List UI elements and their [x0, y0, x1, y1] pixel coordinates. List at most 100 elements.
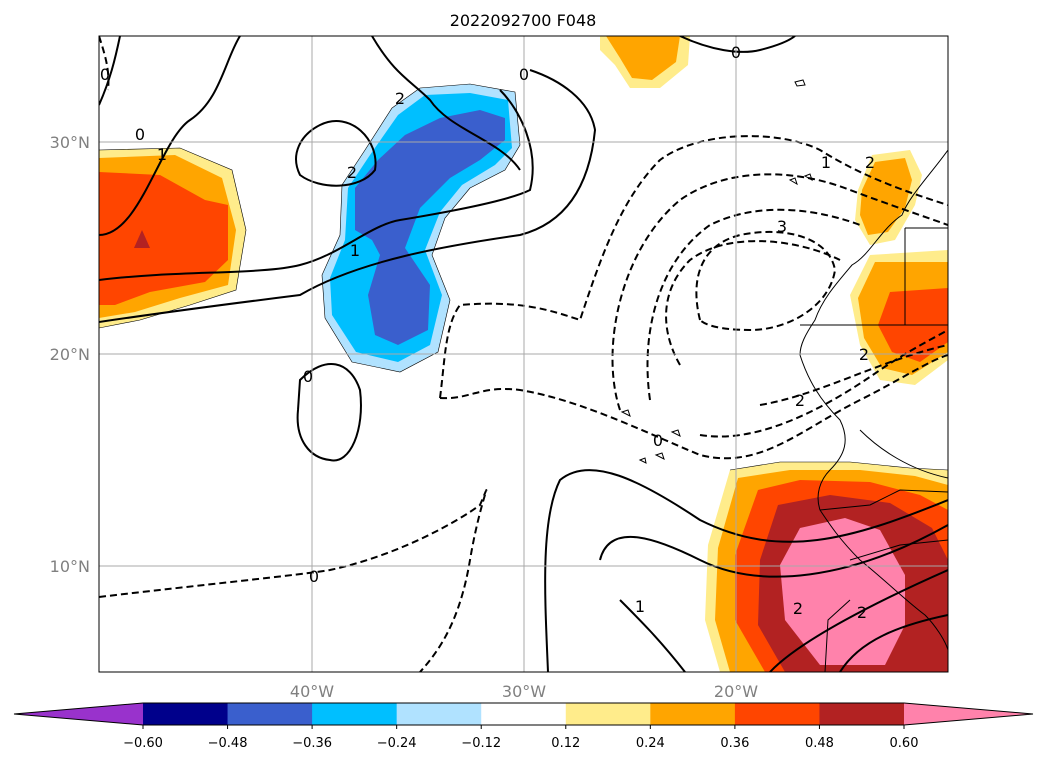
- contour-line: [99, 36, 110, 91]
- contour-label: 1: [350, 241, 360, 260]
- colorbar-tick-label: 0.60: [890, 736, 919, 751]
- colorbar-tick-label: −0.12: [461, 736, 501, 751]
- contour-line: [439, 135, 948, 399]
- contour-line: [665, 240, 841, 366]
- colorbar-tick-label: 0.12: [551, 736, 580, 751]
- colorbar: −0.60 −0.48 −0.36 −0.24 −0.12 0.12 0.24 0.36 0.4…: [13, 702, 1034, 751]
- colorbar-tick-label: 0.48: [805, 736, 834, 751]
- colorbar-box: [819, 703, 905, 725]
- contour-label: 2: [857, 603, 867, 622]
- lat-tick-label: 30°N: [50, 133, 90, 152]
- contour-line: [295, 120, 377, 187]
- colorbar-tick-label: −0.36: [292, 736, 332, 751]
- contour-line: [619, 599, 686, 672]
- contour-line: [646, 208, 861, 401]
- gridlines: [99, 36, 948, 672]
- contour-line: [99, 489, 488, 672]
- contour-label: 0: [653, 431, 663, 450]
- contour-line: [99, 69, 597, 323]
- contour-line: [544, 469, 948, 672]
- coastlines: [620, 79, 948, 672]
- island: [670, 429, 681, 437]
- contour-line: [599, 524, 948, 578]
- colorbar-box: [227, 703, 313, 725]
- contour-line: [699, 329, 948, 438]
- island: [638, 457, 647, 464]
- contour-line: [99, 36, 241, 236]
- warm-area-northeast: [860, 158, 912, 235]
- cool-area-center: [355, 110, 505, 345]
- lon-tick-label: 20°W: [714, 682, 758, 701]
- contour-label: 1: [635, 597, 645, 616]
- colorbar-box: [396, 703, 482, 725]
- lon-tick-label: 40°W: [290, 682, 334, 701]
- contour-label: 2: [793, 599, 803, 618]
- colorbar-tick-label: −0.24: [377, 736, 417, 751]
- island: [794, 79, 806, 87]
- warm-area-north: [606, 36, 680, 80]
- marker-triangle: [134, 230, 150, 248]
- colorbar-extend-high: [904, 703, 1033, 725]
- colorbar-tick-label: 0.24: [636, 736, 665, 751]
- colorbar-box: [312, 703, 398, 725]
- contour-label: 0: [519, 65, 529, 84]
- contour-line: [839, 614, 948, 672]
- colorbar-ticks: −0.60 −0.48 −0.36 −0.24 −0.12 0.12 0.24 0.36 0.4…: [123, 725, 918, 751]
- map-area: 0 0 0 1 1 2 2 2 1 3 2 2 0 0 0 0 1 2 2: [99, 36, 948, 672]
- colorbar-tick-label: −0.48: [208, 736, 248, 751]
- country-border: [849, 539, 948, 561]
- contour-label: 0: [100, 65, 110, 84]
- contour-line: [611, 173, 948, 411]
- lat-tick-label: 10°N: [50, 557, 90, 576]
- colorbar-tick-label: −0.60: [123, 736, 163, 751]
- contour-label: 2: [795, 391, 805, 410]
- contour-label: 2: [859, 345, 869, 364]
- contour-labels: 0 0 0 1 1 2 2 2 1 3 2 2 0 0 0 0 1 2 2: [100, 43, 875, 622]
- country-border: [859, 429, 948, 479]
- contour-label: 0: [135, 125, 145, 144]
- colorbar-box: [734, 703, 820, 725]
- contour-label: 0: [303, 367, 313, 386]
- contour-line: [99, 36, 121, 106]
- contour-line: [439, 354, 948, 460]
- contour-label: 0: [731, 43, 741, 62]
- contour-line: [371, 36, 521, 171]
- country-border: [819, 489, 948, 511]
- contour-line: [769, 569, 948, 672]
- lat-tick-label: 20°N: [50, 345, 90, 364]
- contour-label: 2: [347, 163, 357, 182]
- map-frame: [98, 35, 949, 673]
- contour-label: 2: [395, 89, 405, 108]
- contour-label: 2: [865, 153, 875, 172]
- lon-tick-labels: 40°W 30°W 20°W: [290, 682, 758, 701]
- contour-line: [759, 344, 948, 406]
- contour-label: 0: [309, 567, 319, 586]
- contour-line: [695, 231, 837, 332]
- contour-label: 1: [821, 153, 831, 172]
- contour-label: 1: [157, 145, 167, 164]
- colorbar-tick-label: 0.36: [720, 736, 749, 751]
- warm-area-west: [99, 172, 228, 305]
- contour-line: [679, 36, 796, 53]
- lat-tick-labels: 30°N 20°N 10°N: [50, 133, 90, 576]
- lon-tick-label: 30°W: [502, 682, 546, 701]
- island: [654, 452, 665, 460]
- island: [788, 177, 798, 186]
- colorbar-box: [565, 703, 651, 725]
- contour-label: 3: [777, 217, 787, 236]
- colorbar-box: [143, 703, 229, 725]
- island: [620, 409, 631, 417]
- warm-area-southeast: [780, 518, 905, 665]
- colorbar-box: [650, 703, 736, 725]
- contour-line: [296, 363, 362, 462]
- island: [803, 173, 813, 182]
- contour-line: [99, 89, 534, 281]
- map-title: 2022092700 F048: [450, 11, 597, 30]
- colorbar-boxes: [143, 703, 905, 725]
- country-border: [824, 599, 851, 672]
- colorbar-box: [481, 703, 567, 725]
- africa-coast: [799, 149, 948, 356]
- contours: [99, 36, 948, 672]
- colorbar-extend-low: [14, 703, 143, 725]
